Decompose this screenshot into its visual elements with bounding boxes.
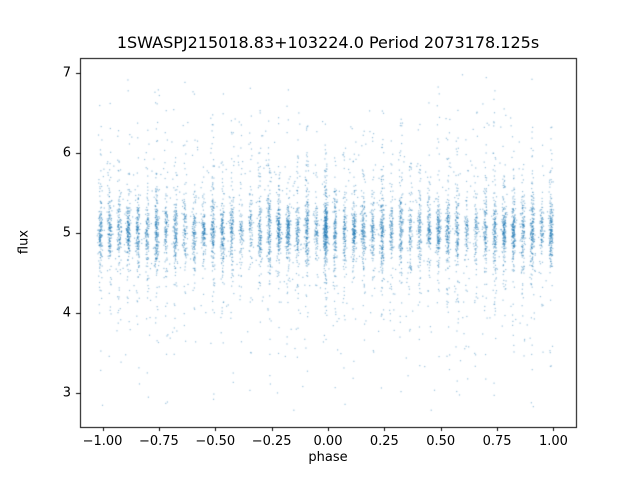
y-tick-label: 5: [62, 225, 71, 241]
x-tick-label: −0.25: [251, 434, 292, 449]
x-tick-label: 0.25: [369, 434, 399, 449]
x-tick-label: 0.75: [482, 434, 512, 449]
y-tick-label: 6: [62, 145, 71, 161]
x-tick-label: −0.75: [138, 434, 179, 449]
x-tick-label: 0.50: [426, 434, 456, 449]
chart-title: 1SWASPJ215018.83+103224.0 Period 2073178…: [116, 33, 540, 52]
x-axis-label: phase: [308, 450, 348, 465]
x-tick-label: 0.00: [313, 434, 343, 449]
y-axis-label: flux: [16, 229, 32, 255]
x-tick-label: −1.00: [82, 434, 123, 449]
y-tick-label: 4: [62, 305, 71, 321]
y-tick-label: 7: [62, 65, 71, 81]
y-tick-label: 3: [62, 385, 71, 401]
x-tick-label: 1.00: [538, 434, 568, 449]
x-tick-label: −0.50: [195, 434, 236, 449]
